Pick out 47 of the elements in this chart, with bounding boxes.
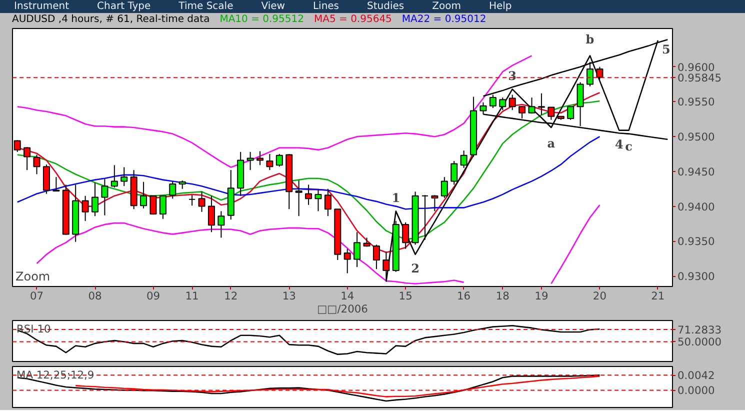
text: Studies <box>367 1 404 12</box>
y-tick-label: 0.9550 <box>678 96 716 109</box>
annotation: 2 <box>411 261 420 276</box>
x-tick-label: 13 <box>282 290 296 302</box>
x-tick-label: 08 <box>88 290 102 302</box>
text: MA22 = 0.95012 <box>402 14 486 25</box>
y-tick-label: 71.2833 <box>678 324 722 337</box>
x-tick-label: 20 <box>592 290 607 302</box>
y-tick-label: 50.0000 <box>678 336 722 349</box>
text: Time Scale <box>178 1 234 12</box>
x-tick-label: 16 <box>457 290 471 302</box>
chart-title: AUDUSD ,4 hours, # 61, Real-time data <box>12 14 210 25</box>
text: Zoom <box>432 1 461 12</box>
y-tick-label: 0.0000 <box>678 384 716 398</box>
annotation: 3 <box>508 69 517 84</box>
x-tick-label: 12 <box>224 290 238 302</box>
x-tick-label: 09 <box>146 290 160 302</box>
y-tick-label: 0.9300 <box>678 270 716 284</box>
text: Lines <box>312 1 340 12</box>
annotation: a <box>547 136 556 151</box>
y-tick-label: 0.0042 <box>678 369 715 382</box>
y-tick-label: 0.9450 <box>678 165 716 178</box>
text: Instrument <box>14 1 70 12</box>
annotation: 4 <box>614 137 624 152</box>
y-tick-label: 0.9350 <box>678 235 716 248</box>
annotation: b <box>586 32 594 47</box>
x-tick-label: 21 <box>651 290 665 302</box>
ref-line-label: 0.95845 <box>678 72 722 85</box>
y-tick-label: 0.9600 <box>678 60 716 74</box>
x-tick-label: 07 <box>30 290 44 302</box>
x-tick-label: 14 <box>340 290 354 302</box>
x-axis-title: □□/2006 <box>317 302 368 316</box>
y-tick-label: 0.9500 <box>678 130 716 144</box>
text: Chart Type <box>97 1 151 12</box>
annotation: c <box>625 139 632 154</box>
x-tick-label: 19 <box>534 290 548 302</box>
x-tick-label: 15 <box>398 290 412 302</box>
annotation: Zoom <box>16 270 50 284</box>
text: MA10 = 0.95512 <box>220 14 304 25</box>
text: Help <box>488 1 512 12</box>
text: MA5 = 0.95645 <box>314 14 392 25</box>
x-tick-label: 18 <box>496 290 510 302</box>
y-tick-label: 0.9400 <box>678 200 716 214</box>
annotation: 5 <box>662 42 670 56</box>
annotation: 1 <box>392 191 400 206</box>
x-tick-label: 11 <box>185 290 199 302</box>
text: View <box>261 1 285 12</box>
